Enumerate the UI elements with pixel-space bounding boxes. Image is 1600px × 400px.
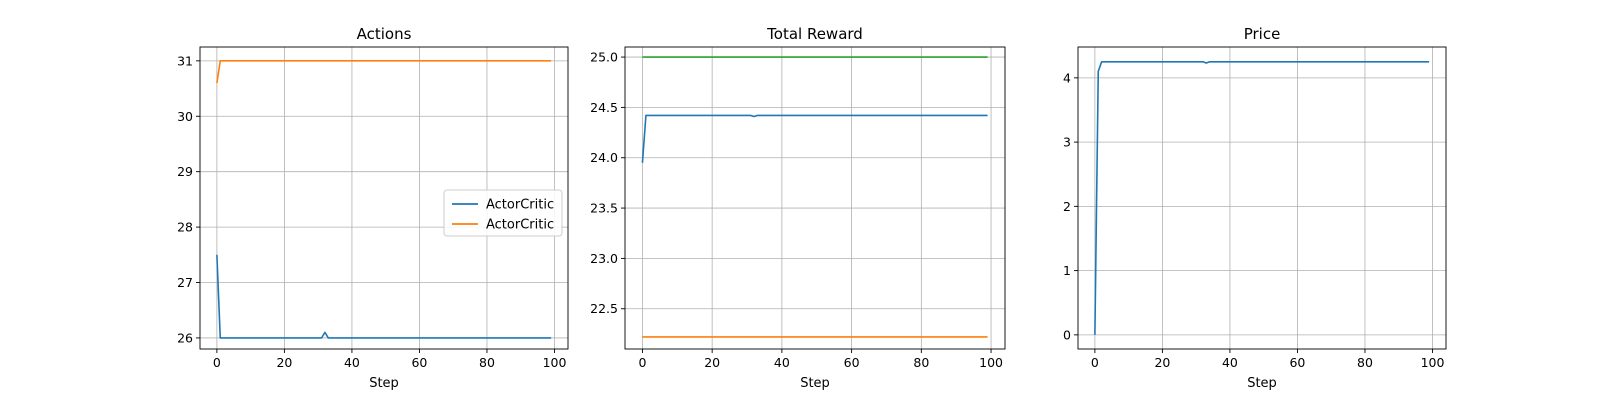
y-tick-label: 3 (1063, 135, 1071, 150)
chart-title: Total Reward (766, 25, 863, 43)
chart-panel-1: 0 20 40 60 80 100 26 27 28 29 30 31 Actions Step Actor… (177, 25, 569, 391)
chart-title: Price (1244, 25, 1281, 43)
x-tick-label: 0 (638, 355, 646, 370)
y-tick-label: 24.5 (590, 100, 618, 115)
y-tick-label: 26 (177, 330, 193, 345)
x-tick-label: 100 (543, 355, 567, 370)
x-tick-label: 0 (213, 355, 221, 370)
legend: ActorCritic ActorCritic (443, 189, 563, 237)
x-tick-label: 40 (1222, 355, 1238, 370)
x-tick-label: 100 (1421, 355, 1445, 370)
plot-frame (199, 46, 569, 350)
series-line-2 (216, 60, 552, 84)
plot-frame (1077, 46, 1447, 350)
x-tick-label: 60 (1289, 355, 1305, 370)
y-tick-label: 23.5 (590, 201, 618, 216)
y-tick-label: 4 (1063, 70, 1071, 85)
legend-label: ActorCritic (486, 198, 554, 213)
chart-title: Actions (357, 25, 412, 43)
y-tick-label: 23.0 (590, 251, 618, 266)
y-tick-label: 25.0 (590, 50, 618, 65)
series-line-1 (641, 114, 988, 163)
x-tick-label: 60 (844, 355, 860, 370)
legend-label: ActorCritic (486, 218, 554, 233)
x-tick-label: 80 (1357, 355, 1373, 370)
y-tick-label: 27 (177, 275, 193, 290)
x-tick-label: 80 (479, 355, 495, 370)
x-tick-label: 100 (979, 355, 1003, 370)
x-tick-label: 40 (774, 355, 790, 370)
x-tick-label: 20 (1154, 355, 1170, 370)
y-tick-label: 24.0 (590, 150, 618, 165)
y-tick-label: 0 (1063, 327, 1071, 342)
x-axis-label: Step (369, 376, 399, 391)
series-line-1 (216, 254, 552, 339)
y-tick-label: 28 (177, 220, 193, 235)
x-axis-label: Step (800, 376, 830, 391)
x-tick-label: 80 (913, 355, 929, 370)
series-line-1 (1094, 60, 1430, 335)
x-tick-label: 20 (704, 355, 720, 370)
y-tick-label: 22.5 (590, 301, 618, 316)
x-tick-label: 20 (276, 355, 292, 370)
plot-frame (624, 46, 1006, 350)
y-tick-label: 2 (1063, 199, 1071, 214)
y-tick-label: 30 (177, 109, 193, 124)
chart-panel-3: 0 20 40 60 80 100 0 1 2 3 4 Price Step (1063, 25, 1447, 391)
chart-panel-2: 0 20 40 60 80 100 22.5 23.0 23.5 24.0 24.5 25.0 Tota… (590, 25, 1006, 391)
x-tick-label: 60 (411, 355, 427, 370)
y-tick-label: 1 (1063, 263, 1071, 278)
x-axis-label: Step (1247, 376, 1277, 391)
x-tick-label: 40 (344, 355, 360, 370)
y-tick-label: 31 (177, 53, 193, 68)
x-tick-label: 0 (1091, 355, 1099, 370)
y-tick-label: 29 (177, 164, 193, 179)
